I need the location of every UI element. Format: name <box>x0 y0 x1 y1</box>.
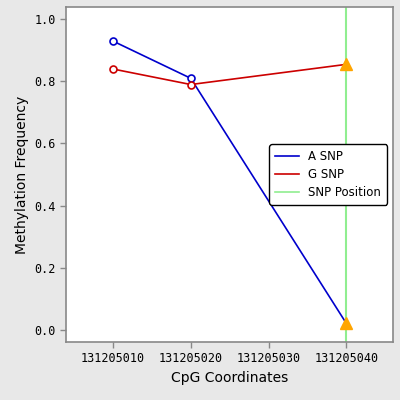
Y-axis label: Methylation Frequency: Methylation Frequency <box>15 95 29 254</box>
Legend: A SNP, G SNP, SNP Position: A SNP, G SNP, SNP Position <box>270 144 387 205</box>
X-axis label: CpG Coordinates: CpG Coordinates <box>171 371 288 385</box>
